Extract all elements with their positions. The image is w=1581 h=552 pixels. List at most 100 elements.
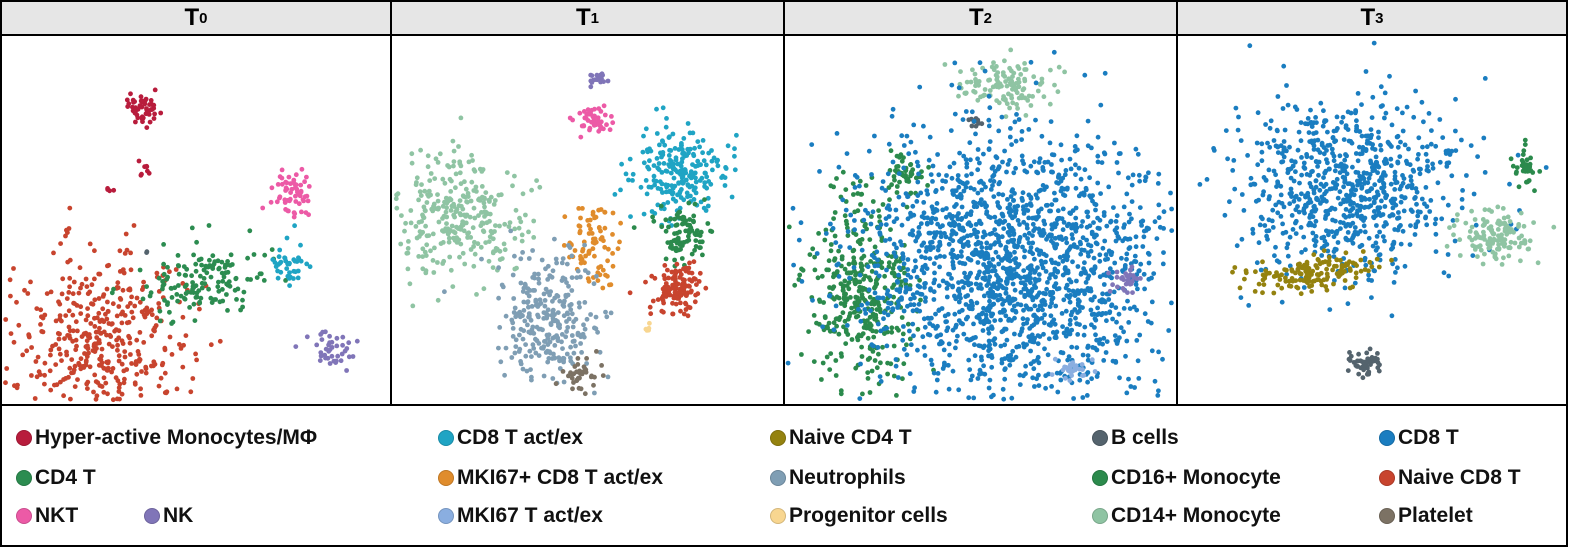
cell-point	[61, 393, 66, 399]
cell-point	[1022, 61, 1027, 66]
cell-point	[1369, 115, 1375, 120]
cell-point	[709, 148, 714, 153]
cell-point	[1012, 204, 1018, 210]
cell-point	[595, 278, 601, 283]
cell-point	[1040, 183, 1046, 188]
cell-point	[1000, 386, 1006, 392]
cell-point	[557, 358, 562, 364]
cell-point	[547, 349, 552, 354]
cell-point	[129, 309, 135, 315]
cell-point	[855, 337, 861, 343]
cell-point	[1138, 219, 1144, 225]
cell-point	[674, 230, 680, 236]
cell-point	[1012, 315, 1017, 321]
cell-point	[927, 134, 933, 140]
cell-point	[869, 342, 875, 348]
cell-point	[1079, 362, 1085, 367]
cell-point	[1003, 313, 1009, 319]
cell-point	[708, 228, 713, 234]
cell-point	[901, 346, 907, 352]
cell-point	[130, 104, 135, 110]
cell-point	[1084, 237, 1089, 243]
cell-point	[472, 168, 478, 174]
cell-point	[342, 348, 348, 354]
cell-point	[923, 255, 928, 261]
cell-point	[618, 187, 623, 193]
cell-point	[703, 285, 709, 291]
cell-point	[62, 336, 67, 341]
cell-point	[992, 268, 998, 274]
cell-point	[90, 301, 96, 307]
cell-point	[578, 341, 583, 346]
cell-point	[859, 302, 865, 308]
cell-point	[1030, 215, 1035, 221]
cell-point	[478, 196, 484, 202]
cell-point	[59, 291, 65, 297]
cell-point	[872, 263, 878, 269]
cell-point	[869, 368, 875, 374]
cell-point	[670, 311, 675, 317]
cell-point	[419, 219, 424, 224]
cell-point	[182, 296, 188, 302]
cell-point	[1004, 169, 1009, 175]
cell-point	[610, 263, 616, 269]
cell-point	[175, 298, 181, 304]
cell-point	[1419, 99, 1425, 105]
cell-point	[241, 289, 247, 295]
cell-point	[1343, 125, 1349, 131]
cell-point	[1391, 196, 1397, 202]
cell-point	[512, 236, 518, 241]
cell-point	[1084, 209, 1090, 215]
cell-point	[919, 267, 925, 273]
cell-point	[284, 235, 290, 241]
cell-point	[1350, 240, 1356, 246]
cell-point	[865, 376, 871, 381]
cell-point	[1076, 291, 1081, 296]
cell-point	[548, 321, 554, 326]
cell-point	[99, 346, 105, 352]
cell-point	[935, 371, 941, 376]
cell-point	[588, 84, 594, 90]
cell-point	[1019, 137, 1024, 142]
cell-point	[1053, 245, 1058, 251]
cell-point	[908, 139, 914, 145]
cell-point	[29, 373, 34, 378]
cell-point	[939, 186, 945, 191]
cell-point	[1085, 276, 1091, 281]
cell-point	[193, 295, 199, 300]
cell-point	[1373, 154, 1379, 160]
cell-point	[943, 214, 949, 220]
cell-point	[573, 343, 578, 349]
cell-point	[1021, 321, 1026, 327]
cell-point	[1032, 384, 1037, 389]
cell-point	[307, 264, 313, 270]
cell-point	[296, 201, 302, 207]
cell-point	[327, 347, 333, 352]
cell-point	[575, 362, 581, 367]
cell-point	[1340, 114, 1346, 120]
cell-point	[530, 324, 536, 330]
cell-point	[1114, 269, 1120, 275]
cell-point	[435, 160, 441, 165]
cell-point	[1301, 208, 1306, 214]
cell-point	[461, 194, 467, 199]
cell-point	[940, 207, 946, 213]
cell-point	[293, 344, 299, 349]
cell-point	[1068, 279, 1074, 285]
cell-point	[298, 242, 303, 248]
cell-point	[590, 246, 596, 252]
cell-point	[481, 200, 487, 206]
cell-point	[66, 324, 72, 330]
cell-point	[1331, 249, 1337, 255]
cell-point	[581, 322, 586, 328]
cell-point	[207, 257, 212, 263]
cell-point	[1381, 189, 1386, 195]
cell-point	[939, 340, 945, 346]
cell-point	[958, 179, 963, 185]
cell-point	[959, 216, 965, 221]
cell-point	[936, 172, 942, 178]
cell-point	[831, 320, 837, 326]
cell-point	[547, 339, 553, 345]
cell-point	[85, 333, 91, 339]
cell-point	[1042, 299, 1047, 304]
